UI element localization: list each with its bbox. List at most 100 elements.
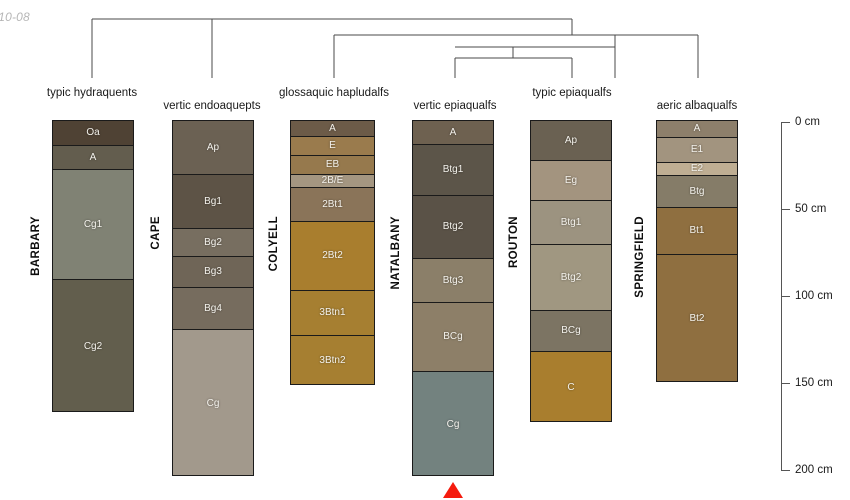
horizon-label: Oa xyxy=(86,127,100,138)
horizon-label: E xyxy=(329,140,336,151)
horizon-label: C xyxy=(567,381,575,393)
horizon-label: Bg2 xyxy=(204,236,222,248)
site-name-label: BARBARY xyxy=(30,216,42,276)
site-name-label: NATALBANY xyxy=(390,216,402,290)
profile-column: A E EB 2B/E 2Bt1 2Bt2 3Btn1 3Btn2 xyxy=(290,120,375,385)
profile-column: Oa A Cg1 Cg2 xyxy=(52,120,134,412)
horizon-layer: EB xyxy=(291,156,374,175)
taxonomy-label: aeric albaqualfs xyxy=(656,100,738,112)
horizon-layer: Eg xyxy=(531,161,611,201)
horizon-layer: Cg2 xyxy=(53,280,133,411)
horizon-label: A xyxy=(89,151,97,163)
horizon-layer: Btg1 xyxy=(531,201,611,245)
depth-tick-label: 0 cm xyxy=(795,116,820,128)
horizon-layer: E1 xyxy=(657,138,737,163)
profile-column: A E1 E2 Btg Bt1 Bt2 xyxy=(656,120,738,382)
taxonomy-label: vertic epiaqualfs xyxy=(413,100,497,112)
depth-tick-mark xyxy=(781,383,790,385)
horizon-label: Bg4 xyxy=(204,302,222,314)
taxonomy-label: vertic endoaquepts xyxy=(163,100,261,112)
depth-tick-mark xyxy=(781,470,790,472)
horizon-label: Btg2 xyxy=(442,221,464,232)
horizon-layer: BCg xyxy=(413,303,493,372)
horizon-label: Bt2 xyxy=(689,313,705,324)
horizon-layer: A xyxy=(291,121,374,137)
horizon-layer: C xyxy=(531,352,611,421)
horizon-label: E2 xyxy=(690,163,704,174)
horizon-layer: Btg2 xyxy=(413,196,493,259)
horizon-layer: Bg1 xyxy=(173,175,253,229)
horizon-layer: 3Btn2 xyxy=(291,336,374,384)
horizon-label: A xyxy=(329,122,336,134)
horizon-layer: Btg2 xyxy=(531,245,611,311)
horizon-label: Eg xyxy=(564,174,578,186)
horizon-label: Bg1 xyxy=(204,195,222,207)
horizon-layer: BCg xyxy=(531,311,611,352)
site-name-label: COLYELL xyxy=(268,216,280,272)
depth-tick-label: 100 cm xyxy=(795,290,833,302)
site-name-label: ROUTON xyxy=(508,216,520,269)
horizon-layer: Oa xyxy=(53,121,133,146)
horizon-label: 2Bt1 xyxy=(322,198,343,210)
horizon-label: Btg2 xyxy=(560,271,582,283)
profile-column: A Btg1 Btg2 Btg3 BCg Cg xyxy=(412,120,494,476)
horizon-layer: A xyxy=(53,146,133,170)
depth-scale: 0 cm 50 cm 100 cm 150 cm 200 cm xyxy=(781,116,850,476)
horizon-label: Ap xyxy=(564,134,578,146)
horizon-layer: Bg2 xyxy=(173,229,253,257)
horizon-label: Cg2 xyxy=(83,340,103,352)
horizon-label: A xyxy=(449,126,457,138)
horizon-layer: 2Bt2 xyxy=(291,222,374,291)
horizon-label: Btg1 xyxy=(560,216,582,228)
horizon-label: 3Btn2 xyxy=(319,355,346,366)
horizon-label: Cg xyxy=(446,418,460,430)
horizon-label: 2B/E xyxy=(321,175,344,186)
profile-column: Ap Bg1 Bg2 Bg3 Bg4 Cg xyxy=(172,120,254,476)
horizon-label: Bg3 xyxy=(204,266,222,277)
horizon-layer: Bg4 xyxy=(173,288,253,330)
horizon-layer: Bg3 xyxy=(173,257,253,288)
horizon-layer: 3Btn1 xyxy=(291,291,374,336)
horizon-layer: 2Bt1 xyxy=(291,188,374,222)
horizon-label: E1 xyxy=(690,144,704,155)
horizon-layer: Btg xyxy=(657,176,737,208)
depth-tick-label: 150 cm xyxy=(795,377,833,389)
taxonomy-label: glossaquic hapludalfs xyxy=(279,87,389,99)
horizon-label: A xyxy=(693,123,701,134)
horizon-layer: Ap xyxy=(173,121,253,175)
depth-tick-mark xyxy=(781,209,790,211)
red-triangle-marker-icon xyxy=(443,482,463,498)
site-name-label: SPRINGFIELD xyxy=(634,216,646,298)
horizon-layer: A xyxy=(413,121,493,145)
horizon-layer: Bt2 xyxy=(657,255,737,381)
site-name-label: CAPE xyxy=(150,216,162,250)
horizon-label: Btg3 xyxy=(442,274,464,286)
horizon-layer: Cg1 xyxy=(53,170,133,280)
horizon-label: BCg xyxy=(561,325,581,336)
date-stamp: -10-08 xyxy=(0,10,30,24)
horizon-label: Cg1 xyxy=(83,218,103,230)
horizon-label: 3Btn1 xyxy=(319,307,346,318)
horizon-layer: E2 xyxy=(657,163,737,176)
depth-tick-mark xyxy=(781,122,790,124)
horizon-label: Btg xyxy=(689,185,705,197)
profile-column: Ap Eg Btg1 Btg2 BCg C xyxy=(530,120,612,422)
horizon-layer: Bt1 xyxy=(657,208,737,255)
horizon-layer: Btg3 xyxy=(413,259,493,303)
horizon-label: Bt1 xyxy=(689,225,705,236)
horizon-layer: Cg xyxy=(173,330,253,475)
depth-tick-label: 200 cm xyxy=(795,464,833,476)
horizon-layer: E xyxy=(291,137,374,156)
horizon-layer: Ap xyxy=(531,121,611,161)
horizon-layer: Cg xyxy=(413,372,493,475)
dendrogram xyxy=(91,18,699,78)
horizon-label: Ap xyxy=(206,141,220,153)
depth-tick-mark xyxy=(781,296,790,298)
taxonomy-label: typic epiaqualfs xyxy=(532,87,612,99)
horizon-label: BCg xyxy=(443,331,463,342)
horizon-layer: 2B/E xyxy=(291,175,374,188)
horizon-label: 2Bt2 xyxy=(322,250,343,261)
depth-tick-label: 50 cm xyxy=(795,203,827,215)
horizon-label: EB xyxy=(325,159,340,170)
horizon-label: Cg xyxy=(206,397,220,409)
